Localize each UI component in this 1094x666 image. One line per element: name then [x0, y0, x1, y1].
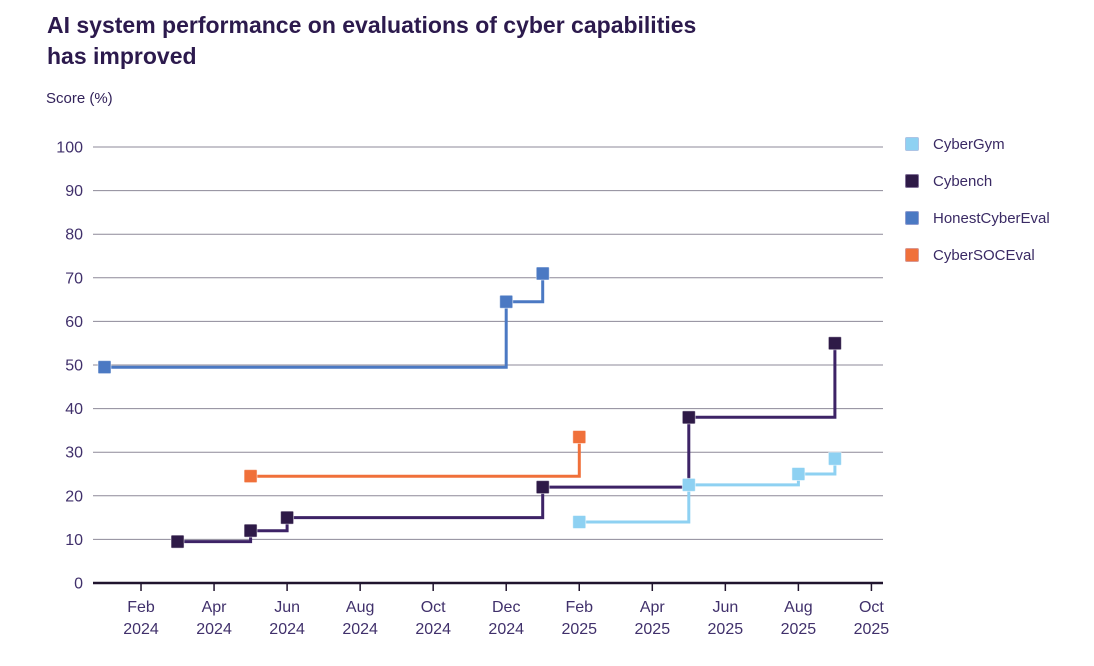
legend-swatch-icon — [905, 211, 919, 225]
x-tick-month: Aug — [784, 599, 812, 616]
data-point-Cybench — [243, 523, 258, 538]
data-point-Cybench — [280, 510, 295, 525]
legend-label: CyberSOCEval — [933, 246, 1035, 264]
x-tick-year: 2025 — [635, 621, 671, 638]
data-point-Cybench — [535, 480, 550, 495]
series-line-CyberSOCEval — [250, 436, 581, 478]
data-point-CyberGym — [791, 467, 806, 481]
x-tick-month: Feb — [565, 599, 593, 616]
series-line-HonestCyberEval — [104, 273, 545, 369]
data-point-CyberSOCEval — [243, 469, 258, 484]
x-tick-year: 2025 — [854, 621, 890, 638]
x-tick-year: 2024 — [488, 621, 524, 638]
data-point-Cybench — [681, 410, 696, 425]
data-point-CyberGym — [572, 514, 587, 529]
data-point-Cybench — [170, 534, 185, 549]
x-tick-year: 2024 — [269, 621, 305, 638]
x-tick-year: 2025 — [561, 621, 597, 638]
data-point-CyberSOCEval — [572, 429, 587, 444]
legend-item-CyberGym: CyberGym — [905, 135, 1050, 153]
y-tick-label: 0 — [74, 576, 83, 593]
x-tick-month: Feb — [127, 599, 155, 616]
x-tick-month: Apr — [640, 599, 666, 616]
y-tick-label: 100 — [56, 140, 83, 157]
x-tick-month: Oct — [859, 599, 884, 616]
y-tick-label: 40 — [65, 401, 83, 418]
data-point-CyberGym — [681, 477, 696, 492]
legend-label: HonestCyberEval — [933, 209, 1050, 227]
legend-label: CyberGym — [933, 135, 1005, 153]
x-tick-month: Jun — [274, 599, 300, 616]
y-tick-label: 70 — [65, 270, 83, 287]
chart-title: AI system performance on evaluations of … — [47, 12, 697, 69]
legend-swatch-icon — [905, 174, 919, 188]
data-point-HonestCyberEval — [499, 294, 514, 309]
data-point-HonestCyberEval — [97, 360, 112, 375]
y-tick-label: 50 — [65, 358, 83, 375]
x-tick-month: Apr — [202, 599, 228, 616]
x-tick-year: 2024 — [342, 621, 378, 638]
data-point-Cybench — [827, 336, 842, 351]
chart-legend: CyberGym Cybench HonestCyberEval CyberSOCEv… — [905, 135, 1050, 285]
y-tick-label: 90 — [65, 183, 83, 200]
data-point-HonestCyberEval — [535, 266, 550, 281]
legend-item-Cybench: Cybench — [905, 172, 1050, 190]
data-point-CyberGym — [827, 451, 842, 466]
legend-label: Cybench — [933, 172, 993, 190]
y-axis-label: Score (%) — [46, 90, 113, 107]
legend-item-CyberSOCEval: CyberSOCEval — [905, 246, 1050, 264]
y-tick-label: 30 — [65, 445, 83, 462]
legend-swatch-icon — [905, 137, 919, 151]
legend-item-HonestCyberEval: HonestCyberEval — [905, 209, 1050, 227]
x-tick-year: 2024 — [196, 621, 232, 638]
series-line-CyberGym — [579, 458, 837, 524]
x-tick-year: 2024 — [415, 621, 451, 638]
y-tick-label: 20 — [65, 488, 83, 505]
y-tick-label: 10 — [65, 532, 83, 549]
x-tick-year: 2025 — [781, 621, 817, 638]
x-tick-year: 2025 — [708, 621, 744, 638]
y-tick-label: 80 — [65, 227, 83, 244]
x-tick-month: Oct — [421, 599, 446, 616]
legend-swatch-icon — [905, 248, 919, 262]
x-tick-year: 2024 — [123, 621, 159, 638]
y-tick-label: 60 — [65, 314, 83, 331]
series-line-Cybench — [177, 343, 837, 544]
x-tick-month: Aug — [346, 599, 374, 616]
x-tick-month: Dec — [492, 599, 520, 616]
x-tick-month: Jun — [712, 599, 738, 616]
